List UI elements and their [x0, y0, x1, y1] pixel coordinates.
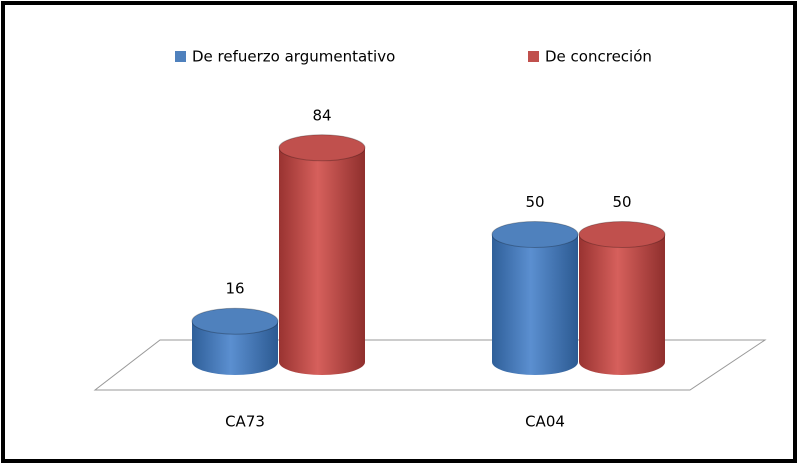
legend-swatch	[175, 51, 186, 62]
bar-body	[192, 321, 278, 375]
bar	[578, 221, 666, 375]
bar-body	[579, 234, 665, 375]
bar	[191, 307, 279, 375]
bar	[278, 134, 366, 375]
data-label: 50	[612, 193, 631, 211]
legend-label: De refuerzo argumentativo	[192, 48, 395, 66]
x-tick-label: CA04	[525, 413, 565, 431]
x-tick-label: CA73	[225, 413, 265, 431]
bar-body	[492, 234, 578, 375]
bar	[491, 221, 579, 375]
data-label: 50	[525, 193, 544, 211]
bar-top	[578, 221, 666, 248]
bar-top	[191, 307, 279, 335]
legend-swatch	[528, 51, 539, 62]
bar-body	[279, 147, 365, 375]
bar-top	[491, 221, 579, 248]
data-label: 84	[312, 106, 331, 124]
data-label: 16	[225, 280, 244, 298]
bar-top	[278, 134, 366, 162]
legend-label: De concreción	[545, 48, 652, 66]
